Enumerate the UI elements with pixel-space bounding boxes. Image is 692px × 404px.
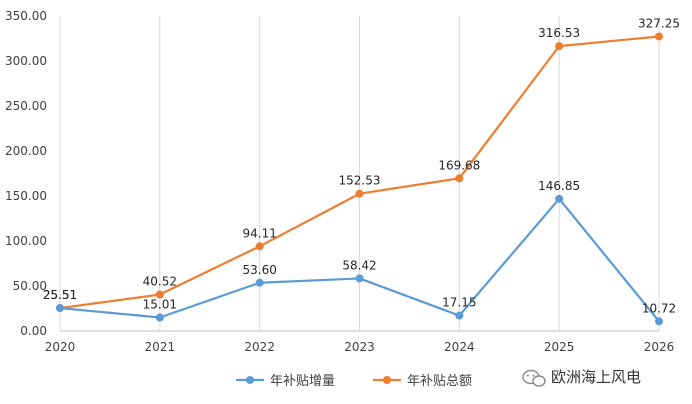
- data-point: [355, 274, 364, 283]
- data-point: [655, 32, 663, 41]
- y-tick-label: 0.00: [20, 324, 47, 338]
- watermark-text: 欧洲海上风电: [551, 368, 641, 386]
- legend: 年补贴增量 年补贴总额: [236, 374, 472, 389]
- y-tick-label: 150.00: [5, 189, 47, 203]
- y-tick-label: 300.00: [5, 54, 47, 68]
- data-point: [255, 278, 264, 287]
- data-label: 40.52: [143, 275, 177, 289]
- x-tick-label: 2025: [544, 340, 575, 354]
- data-label: 25.51: [43, 288, 77, 302]
- data-label: 169.68: [438, 158, 480, 172]
- data-point: [655, 317, 663, 326]
- data-label: 10.72: [642, 301, 676, 315]
- data-point: [355, 189, 364, 198]
- data-label: 25.51: [43, 288, 77, 302]
- x-tick-label: 2023: [344, 340, 375, 354]
- watermark: 欧洲海上风电: [522, 368, 641, 387]
- data-point: [255, 242, 264, 251]
- x-tick-label: 2024: [444, 340, 475, 354]
- y-tick-label: 350.00: [5, 9, 47, 23]
- y-tick-label: 50.00: [13, 279, 47, 293]
- x-tick-label: 2026: [644, 340, 675, 354]
- series-layer: [56, 32, 663, 326]
- data-point: [155, 313, 164, 322]
- data-label: 152.53: [339, 174, 381, 188]
- grid-lines: [59, 16, 660, 331]
- axes: 0.00 50.00 100.00 150.00 200.00 250.00 300.00 3…: [5, 9, 674, 354]
- legend-marker-0: [246, 376, 254, 384]
- data-label: 94.11: [242, 226, 276, 240]
- data-point: [555, 194, 564, 203]
- y-tick-label: 250.00: [5, 99, 47, 113]
- x-tick-label: 2020: [45, 340, 76, 354]
- data-label: 327.25: [638, 16, 680, 30]
- data-label: 53.60: [242, 263, 276, 277]
- data-label: 17.15: [442, 296, 476, 310]
- legend-label-1: 年补贴总额: [407, 374, 472, 389]
- data-label: 58.42: [342, 258, 376, 272]
- legend-marker-1: [383, 376, 391, 384]
- data-point: [155, 290, 164, 299]
- y-tick-label: 200.00: [5, 144, 47, 158]
- data-point: [555, 42, 564, 51]
- data-point: [56, 304, 64, 313]
- data-label: 15.01: [143, 297, 177, 311]
- legend-label-0: 年补贴增量: [270, 374, 335, 389]
- x-tick-label: 2022: [244, 340, 275, 354]
- data-point: [455, 311, 464, 320]
- data-point: [455, 174, 464, 183]
- wechat-icon: [522, 369, 546, 387]
- data-label: 316.53: [538, 26, 580, 40]
- y-tick-label: 100.00: [5, 234, 47, 248]
- x-tick-label: 2021: [145, 340, 176, 354]
- data-label: 146.85: [538, 179, 580, 193]
